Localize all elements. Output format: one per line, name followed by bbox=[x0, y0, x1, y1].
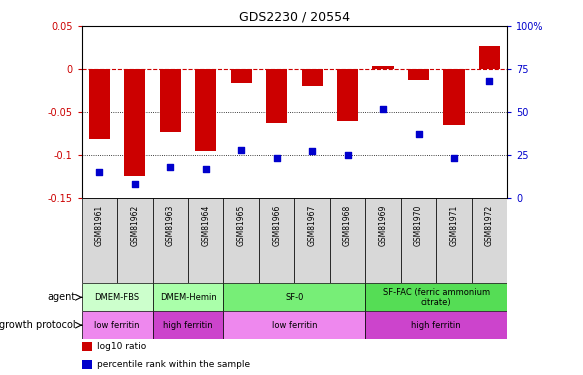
Bar bbox=[301, 69, 323, 86]
Bar bbox=[223, 198, 259, 284]
Bar bbox=[373, 66, 394, 69]
Text: GSM81970: GSM81970 bbox=[414, 204, 423, 246]
Text: percentile rank within the sample: percentile rank within the sample bbox=[97, 360, 250, 369]
Point bbox=[414, 131, 423, 137]
Bar bbox=[443, 69, 465, 125]
Bar bbox=[89, 69, 110, 140]
Text: growth protocol: growth protocol bbox=[0, 320, 76, 330]
Bar bbox=[188, 198, 223, 284]
Text: SF-0: SF-0 bbox=[285, 293, 304, 302]
Text: GSM81968: GSM81968 bbox=[343, 204, 352, 246]
Point bbox=[94, 169, 104, 175]
Text: SF-FAC (ferric ammonium
citrate): SF-FAC (ferric ammonium citrate) bbox=[382, 288, 490, 307]
Bar bbox=[479, 46, 500, 69]
Point bbox=[166, 164, 175, 170]
Bar bbox=[366, 284, 507, 311]
Text: GSM81967: GSM81967 bbox=[308, 204, 317, 246]
Point bbox=[237, 147, 246, 153]
Text: high ferritin: high ferritin bbox=[163, 321, 213, 330]
Text: GSM81969: GSM81969 bbox=[378, 204, 388, 246]
Bar bbox=[231, 69, 252, 83]
Bar bbox=[259, 198, 294, 284]
Text: GSM81963: GSM81963 bbox=[166, 204, 175, 246]
Bar bbox=[195, 69, 216, 150]
Text: GSM81966: GSM81966 bbox=[272, 204, 281, 246]
Point bbox=[449, 155, 459, 161]
Bar bbox=[153, 198, 188, 284]
Text: GSM81962: GSM81962 bbox=[131, 204, 139, 246]
Point bbox=[272, 155, 282, 161]
Bar bbox=[366, 198, 401, 284]
Point bbox=[485, 78, 494, 84]
Point bbox=[307, 148, 317, 154]
Bar bbox=[223, 284, 366, 311]
Bar bbox=[124, 69, 145, 176]
Bar bbox=[223, 311, 366, 339]
Bar bbox=[401, 198, 436, 284]
Bar bbox=[266, 69, 287, 123]
Bar bbox=[330, 198, 366, 284]
Bar bbox=[153, 284, 223, 311]
Text: low ferritin: low ferritin bbox=[272, 321, 317, 330]
Text: log10 ratio: log10 ratio bbox=[97, 342, 146, 351]
Point bbox=[130, 181, 139, 187]
Point bbox=[201, 165, 210, 171]
Text: GSM81965: GSM81965 bbox=[237, 204, 245, 246]
Text: high ferritin: high ferritin bbox=[412, 321, 461, 330]
Bar bbox=[153, 311, 223, 339]
Text: DMEM-Hemin: DMEM-Hemin bbox=[160, 293, 216, 302]
Bar bbox=[436, 198, 472, 284]
Bar bbox=[472, 198, 507, 284]
Bar bbox=[408, 69, 429, 80]
Title: GDS2230 / 20554: GDS2230 / 20554 bbox=[239, 11, 350, 24]
Text: GSM81972: GSM81972 bbox=[485, 204, 494, 246]
Bar bbox=[82, 342, 92, 351]
Text: GSM81961: GSM81961 bbox=[95, 204, 104, 246]
Text: GSM81964: GSM81964 bbox=[201, 204, 210, 246]
Bar bbox=[366, 311, 507, 339]
Point bbox=[378, 105, 388, 111]
Bar bbox=[82, 311, 153, 339]
Point bbox=[343, 152, 352, 158]
Bar bbox=[337, 69, 358, 120]
Text: agent: agent bbox=[48, 292, 76, 302]
Bar bbox=[294, 198, 330, 284]
Bar bbox=[82, 198, 117, 284]
Text: DMEM-FBS: DMEM-FBS bbox=[94, 293, 140, 302]
Bar bbox=[160, 69, 181, 132]
Bar bbox=[82, 360, 92, 369]
Bar bbox=[82, 284, 153, 311]
Bar bbox=[117, 198, 153, 284]
Text: GSM81971: GSM81971 bbox=[449, 204, 458, 246]
Text: low ferritin: low ferritin bbox=[94, 321, 140, 330]
